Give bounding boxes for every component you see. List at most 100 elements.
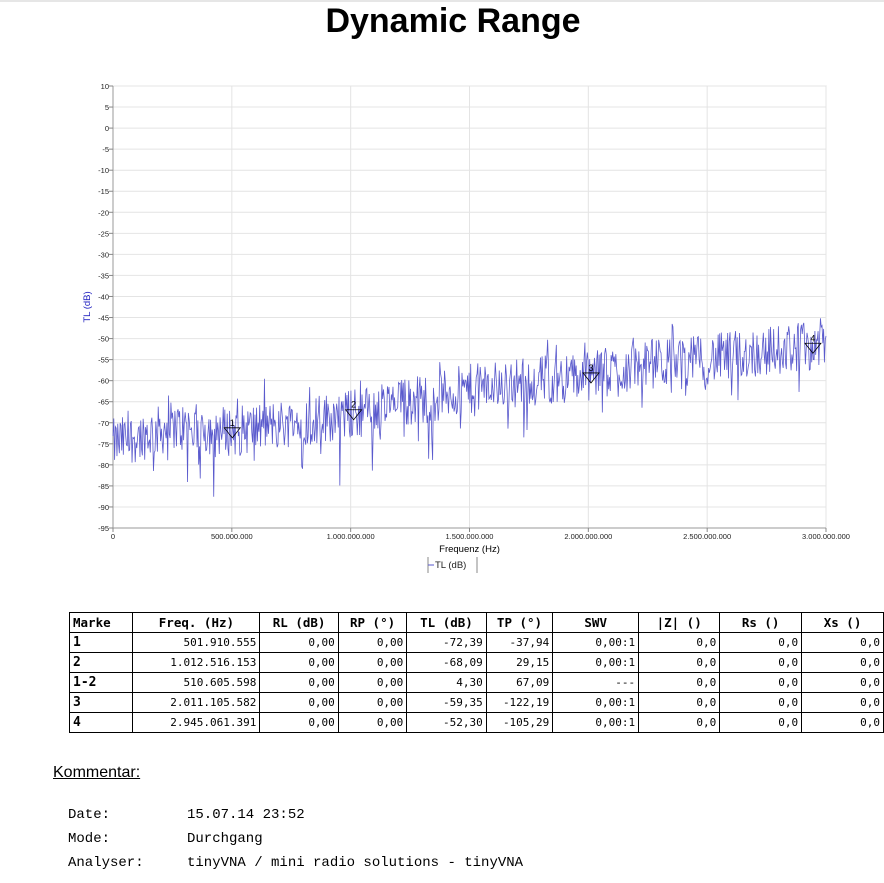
y-axis-ticks: 10 5 0 -5 -10 -15 -20 -25 -30 -35 -40 -45 -50 -55 -60 -…: [98, 82, 113, 533]
marker-value-cell: 0,00: [259, 632, 339, 653]
marker-value-cell: -72,39: [406, 632, 487, 653]
y-tick-label: -5: [102, 145, 109, 154]
y-tick-label: -95: [98, 524, 109, 533]
info-mode: Mode: Durchgang: [68, 831, 263, 847]
marker-value-cell: 0,0: [638, 652, 721, 673]
y-axis-label: TL (dB): [82, 291, 93, 322]
marker-value-cell: 0,0: [719, 672, 803, 693]
info-analyser-label: Analyser:: [68, 855, 144, 871]
marker-3-label: 3: [588, 363, 593, 373]
marker-value-cell: ---: [552, 672, 640, 693]
marker-4-triangle: [804, 342, 822, 354]
marker-table-row: 1 501.910.555 0,00 0,00 -72,39 -37,94 0,00:1 0,…: [68, 632, 884, 653]
marker-value-cell: 2.011.105.582: [132, 692, 261, 713]
x-tick-label: 0: [111, 532, 115, 541]
marker-value-cell: 0,00: [337, 652, 408, 673]
marker-value-cell: 0,0: [638, 712, 721, 733]
marker-value-cell: 0,00: [337, 712, 408, 733]
marker-value-cell: 0,0: [801, 712, 884, 733]
marker-value-cell: 0,00:1: [552, 712, 640, 733]
marker-table-row: 3 2.011.105.582 0,00 0,00 -59,35 -122,19 0,00:…: [68, 692, 884, 713]
marker-value-cell: 0,0: [801, 692, 884, 713]
marker-table-header-cell: |Z| (): [638, 612, 721, 633]
y-tick-label: -80: [98, 461, 109, 470]
y-tick-label: -75: [98, 440, 109, 449]
marker-table-header-cell: SWV: [552, 612, 640, 633]
marker-table-header-cell: RL (dB): [259, 612, 339, 633]
marker-name-cell: 1-2: [68, 672, 134, 693]
y-tick-label: -55: [98, 356, 109, 365]
y-tick-label: -25: [98, 229, 109, 238]
marker-value-cell: 0,00: [259, 672, 339, 693]
x-tick-label: 500.000.000: [211, 532, 253, 541]
marker-value-cell: 0,0: [801, 672, 884, 693]
page-title: Dynamic Range: [325, 2, 581, 40]
y-tick-label: 0: [105, 124, 109, 133]
marker-value-cell: 0,0: [719, 712, 803, 733]
info-date: Date: 15.07.14 23:52: [68, 807, 305, 823]
marker-value-cell: -122,19: [485, 692, 554, 713]
marker-value-cell: 0,00: [259, 692, 339, 713]
marker-value-cell: -105,29: [485, 712, 554, 733]
marker-1-triangle: [223, 427, 242, 439]
marker-value-cell: -59,35: [406, 692, 487, 713]
y-tick-label: -15: [98, 187, 109, 196]
marker-name-cell: 2: [68, 652, 134, 673]
marker-value-cell: 1.012.516.153: [132, 652, 261, 673]
info-date-label: Date:: [68, 807, 111, 823]
marker-value-cell: 0,0: [638, 692, 721, 713]
marker-value-cell: 0,00:1: [552, 652, 640, 673]
x-tick-label: 1.000.000.000: [327, 532, 375, 541]
marker-table-header-cell: RP (°): [337, 612, 408, 633]
y-tick-label: -35: [98, 271, 109, 280]
dynamic-range-chart: 1050-5-10-15-20-25-30-35-40-45-50-55-60-…: [82, 82, 850, 573]
y-tick-label: -50: [98, 335, 109, 344]
marker-value-cell: 0,00: [337, 692, 408, 713]
marker-value-cell: 0,0: [801, 632, 884, 653]
marker-value-cell: 67,09: [485, 672, 554, 693]
marker-value-cell: 0,00: [337, 632, 408, 653]
x-tick-label: 1.500.000.000: [446, 532, 494, 541]
y-tick-label: -45: [98, 314, 109, 323]
marker-table-header: Marke Freq. (Hz) RL (dB) RP (°) TL (dB) TP (°…: [68, 612, 884, 633]
marker-table-row: 4 2.945.061.391 0,00 0,00 -52,30 -105,29 0,00:…: [68, 712, 884, 733]
chart-markers: 1 2 3 4: [223, 333, 822, 439]
info-mode-value: Durchgang: [187, 831, 263, 847]
y-tick-label: -10: [98, 166, 109, 175]
marker-table-header-cell: Rs (): [719, 612, 803, 633]
y-tick-label: 5: [105, 103, 109, 112]
marker-3-triangle: [582, 372, 600, 384]
marker-value-cell: 4,30: [406, 672, 487, 693]
marker-value-cell: 0,0: [638, 632, 721, 653]
marker-value-cell: 501.910.555: [132, 632, 261, 653]
marker-value-cell: 0,00:1: [552, 632, 640, 653]
marker-table-header-cell: Xs (): [801, 612, 884, 633]
marker-name-cell: 4: [68, 712, 134, 733]
marker-value-cell: 29,15: [485, 652, 554, 673]
y-tick-label: -40: [98, 292, 109, 301]
marker-table-header-cell: TP (°): [485, 612, 554, 633]
marker-table-header-cell: Marke: [68, 612, 134, 633]
y-tick-label: -90: [98, 503, 109, 512]
x-axis-label: Frequenz (Hz): [439, 544, 500, 555]
marker-value-cell: 0,00: [337, 672, 408, 693]
marker-table-row: 1-2 510.605.598 0,00 0,00 4,30 67,09 --- 0,0 0,0…: [68, 672, 884, 693]
y-tick-label: -20: [98, 208, 109, 217]
marker-value-cell: -52,30: [406, 712, 487, 733]
marker-value-cell: 0,00: [259, 652, 339, 673]
marker-table-row: 2 1.012.516.153 0,00 0,00 -68,09 29,15 0,00:1 0…: [68, 652, 884, 673]
info-analyser: Analyser: tinyVNA / mini radio solutions …: [68, 855, 523, 871]
marker-name-cell: 3: [68, 692, 134, 713]
marker-name-cell: 1: [68, 632, 134, 653]
marker-value-cell: 0,0: [719, 652, 803, 673]
marker-table: Marke Freq. (Hz) RL (dB) RP (°) TL (dB) TP (°…: [68, 612, 884, 733]
y-tick-label: 10: [101, 82, 109, 91]
info-mode-label: Mode:: [68, 831, 111, 847]
chart-legend: TL (dB): [427, 557, 478, 573]
marker-value-cell: 0,00:1: [552, 692, 640, 713]
info-analyser-value: tinyVNA / mini radio solutions - tinyVNA: [187, 855, 524, 871]
marker-value-cell: 0,00: [259, 712, 339, 733]
marker-value-cell: -68,09: [406, 652, 487, 673]
marker-1-label: 1: [230, 418, 235, 428]
comment-heading: Kommentar:: [53, 764, 141, 781]
